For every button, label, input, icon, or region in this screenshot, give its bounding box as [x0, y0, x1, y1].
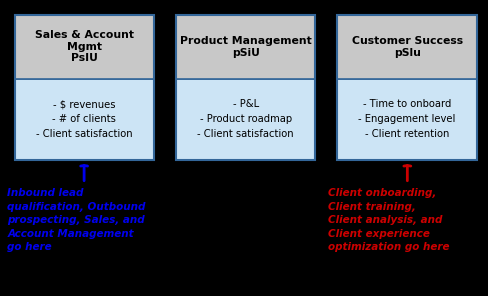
Text: Product Management
pSiU: Product Management pSiU [180, 36, 311, 57]
Bar [15, 79, 154, 160]
Text: - P&L
- Product roadmap
- Client satisfaction: - P&L - Product roadmap - Client satisfa… [197, 99, 293, 139]
Text: Inbound lead
qualification, Outbound
prospecting, Sales, and
Account Management
: Inbound lead qualification, Outbound pro… [7, 188, 145, 252]
Text: Sales & Account
Mgmt
PsIU: Sales & Account Mgmt PsIU [35, 30, 134, 63]
Bar [337, 15, 476, 160]
Text: - Time to onboard
- Engagement level
- Client retention: - Time to onboard - Engagement level - C… [358, 99, 455, 139]
Bar [176, 79, 315, 160]
Text: - $ revenues
- # of clients
- Client satisfaction: - $ revenues - # of clients - Client sat… [36, 99, 132, 139]
Text: Client onboarding,
Client training,
Client analysis, and
Client experience
optim: Client onboarding, Client training, Clie… [327, 188, 448, 252]
Bar [337, 79, 476, 160]
Bar [15, 15, 154, 160]
Bar [176, 15, 315, 79]
Bar [176, 15, 315, 160]
Bar [15, 15, 154, 79]
Bar [337, 15, 476, 79]
Text: Customer Success
pSlu: Customer Success pSlu [351, 36, 462, 57]
